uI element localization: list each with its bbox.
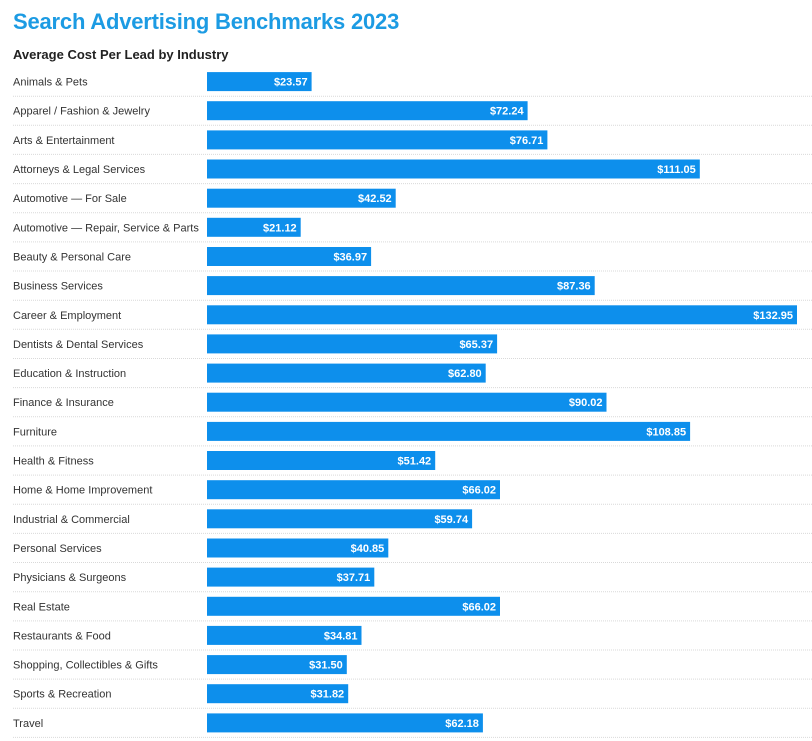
category-label: Sports & Recreation — [13, 689, 111, 701]
category-label: Arts & Entertainment — [13, 135, 115, 147]
bar — [207, 625, 362, 645]
bar — [207, 567, 375, 587]
bar-value-label: $132.95 — [753, 310, 793, 322]
category-label: Personal Services — [13, 543, 102, 555]
category-label: Attorneys & Legal Services — [13, 164, 146, 176]
category-label: Business Services — [13, 281, 103, 293]
bar-value-label: $90.02 — [569, 397, 603, 409]
category-label: Animals & Pets — [13, 77, 88, 89]
category-label: Shopping, Collectibles & Gifts — [13, 660, 158, 672]
bar-value-label: $72.24 — [490, 106, 525, 118]
category-label: Restaurants & Food — [13, 630, 111, 642]
bar — [207, 363, 486, 383]
category-label: Beauty & Personal Care — [13, 252, 131, 264]
bar-value-label: $62.80 — [448, 368, 482, 380]
bar-value-label: $111.05 — [657, 164, 696, 176]
category-label: Automotive — Repair, Service & Parts — [13, 222, 199, 234]
category-label: Apparel / Fashion & Jewelry — [13, 106, 150, 118]
bar — [207, 509, 473, 529]
category-label: Automotive — For Sale — [13, 193, 127, 205]
bar — [207, 159, 700, 179]
bar-value-label: $31.82 — [311, 689, 345, 701]
category-label: Home & Home Improvement — [13, 485, 152, 497]
bar — [207, 392, 607, 412]
bar — [207, 480, 500, 500]
bar-value-label: $42.52 — [358, 193, 392, 205]
bar-value-label: $40.85 — [351, 543, 385, 555]
category-label: Career & Employment — [13, 310, 121, 322]
bar — [207, 101, 528, 121]
category-label: Furniture — [13, 426, 57, 438]
bar-value-label: $31.50 — [309, 660, 343, 672]
bar — [207, 247, 372, 266]
bar-value-label: $76.71 — [510, 135, 544, 147]
bar — [207, 684, 349, 704]
category-label: Dentists & Dental Services — [13, 339, 144, 351]
bar-value-label: $21.12 — [263, 222, 297, 234]
chart-title: Search Advertising Benchmarks 2023 — [13, 9, 400, 34]
bar — [207, 538, 389, 558]
bar-value-label: $36.97 — [333, 252, 367, 264]
bar-value-label: $62.18 — [445, 718, 479, 730]
bar — [207, 188, 396, 208]
category-label: Finance & Insurance — [13, 397, 114, 409]
bar — [207, 305, 797, 325]
bar-value-label: $23.57 — [274, 77, 308, 89]
bar-value-label: $34.81 — [324, 630, 358, 642]
bar-value-label: $65.37 — [459, 339, 493, 351]
category-label: Health & Fitness — [13, 456, 94, 468]
chart-subtitle: Average Cost Per Lead by Industry — [13, 47, 229, 62]
category-label: Education & Instruction — [13, 368, 126, 380]
bar-value-label: $66.02 — [462, 485, 496, 497]
category-label: Physicians & Surgeons — [13, 572, 127, 584]
bar — [207, 655, 347, 675]
bar — [207, 130, 548, 150]
bar — [207, 596, 500, 616]
bar — [207, 334, 498, 354]
category-label: Industrial & Commercial — [13, 514, 130, 526]
bar-value-label: $59.74 — [434, 514, 469, 526]
bar — [207, 276, 595, 296]
bar — [207, 72, 312, 92]
bar — [207, 217, 301, 237]
category-label: Real Estate — [13, 601, 70, 613]
bar-value-label: $66.02 — [462, 601, 496, 613]
bar — [207, 451, 436, 470]
bar-value-label: $108.85 — [646, 426, 686, 438]
bar-value-label: $87.36 — [557, 281, 591, 293]
category-label: Travel — [13, 718, 43, 730]
bar — [207, 421, 691, 441]
bar — [207, 713, 483, 733]
bar-value-label: $51.42 — [398, 456, 432, 468]
bar-value-label: $37.71 — [337, 572, 371, 584]
